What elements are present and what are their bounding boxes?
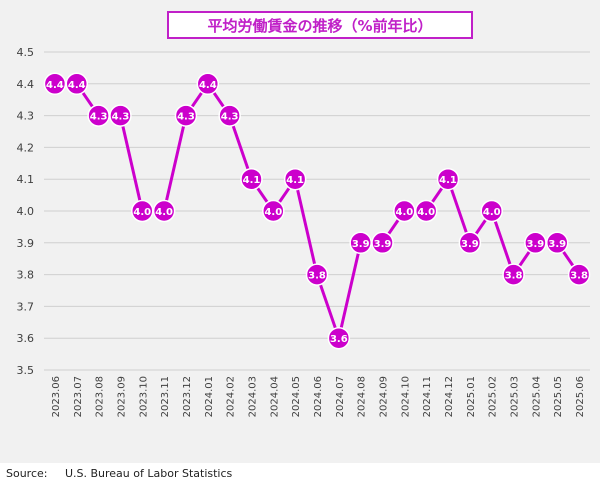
data-point bbox=[218, 104, 241, 127]
x-tick-label: 2023.08 bbox=[95, 376, 106, 417]
data-label: 3.9 bbox=[461, 239, 479, 250]
data-label: 4.1 bbox=[243, 175, 261, 186]
x-tick-label: 2025.01 bbox=[466, 376, 477, 417]
x-tick-label: 2024.12 bbox=[444, 376, 455, 417]
x-tick-label: 2024.02 bbox=[226, 376, 237, 417]
data-label: 3.8 bbox=[308, 271, 326, 282]
line-chart: 3.5 3.6 3.7 3.8 3.9 4.0 4.1 4.2 4.3 4.4 4.5 2023.06… bbox=[17, 46, 591, 417]
data-label: 4.0 bbox=[417, 207, 435, 218]
data-point bbox=[305, 263, 329, 286]
data-point bbox=[240, 167, 263, 191]
y-tick-label: 4.2 bbox=[17, 141, 35, 154]
x-tick-label: 2024.04 bbox=[269, 376, 280, 417]
y-tick-label: 3.7 bbox=[17, 300, 35, 313]
x-tick-label: 2024.08 bbox=[357, 376, 368, 417]
data-point bbox=[414, 199, 438, 223]
x-tick-label: 2024.11 bbox=[422, 376, 433, 417]
x-tick-label: 2025.05 bbox=[553, 376, 564, 417]
x-tick-label: 2023.12 bbox=[182, 376, 193, 417]
x-tick-label: 2023.07 bbox=[73, 376, 84, 417]
y-tick-label: 3.5 bbox=[17, 364, 35, 377]
y-tick-label: 3.6 bbox=[17, 332, 35, 345]
x-tick-label: 2024.01 bbox=[204, 376, 215, 417]
data-point bbox=[545, 231, 569, 255]
data-point bbox=[480, 199, 503, 223]
data-label: 3.6 bbox=[330, 334, 348, 345]
data-point bbox=[567, 263, 591, 286]
x-tick-label: 2024.10 bbox=[400, 376, 411, 417]
x-tick-label: 2025.03 bbox=[510, 376, 521, 417]
data-label: 4.0 bbox=[483, 207, 501, 218]
x-tick-label: 2023.11 bbox=[160, 376, 171, 417]
x-tick-label: 2025.02 bbox=[488, 376, 499, 417]
y-tick-label: 3.9 bbox=[17, 237, 35, 250]
x-tick-label: 2024.07 bbox=[335, 376, 346, 417]
data-point bbox=[436, 167, 460, 191]
data-label: 4.0 bbox=[396, 207, 414, 218]
y-tick-label: 4.1 bbox=[17, 173, 35, 186]
data-label: 3.8 bbox=[570, 271, 588, 282]
data-label: 4.3 bbox=[177, 112, 195, 123]
source-note: Source: U.S. Bureau of Labor Statistics bbox=[6, 467, 233, 480]
data-point bbox=[174, 104, 198, 127]
data-label: 3.9 bbox=[374, 239, 392, 250]
data-point bbox=[283, 167, 307, 191]
x-tick-label: 2023.09 bbox=[116, 376, 127, 417]
data-point bbox=[458, 231, 482, 255]
data-point bbox=[109, 104, 132, 127]
data-label: 4.4 bbox=[199, 80, 217, 91]
x-tick-label: 2025.04 bbox=[531, 376, 542, 417]
data-point bbox=[196, 72, 220, 96]
data-label: 4.1 bbox=[439, 175, 457, 186]
data-label: 4.3 bbox=[221, 112, 239, 123]
data-label: 3.9 bbox=[548, 239, 566, 250]
x-tick-label: 2025.06 bbox=[575, 376, 586, 417]
y-tick-label: 3.8 bbox=[17, 269, 35, 282]
data-point bbox=[87, 104, 110, 127]
data-point bbox=[131, 199, 154, 223]
data-label: 4.0 bbox=[155, 207, 173, 218]
data-point bbox=[65, 72, 89, 96]
chart-title: 平均労働賃金の推移（%前年比） bbox=[207, 16, 433, 35]
data-point bbox=[152, 199, 176, 223]
data-label: 4.3 bbox=[90, 112, 108, 123]
data-label: 4.0 bbox=[133, 207, 151, 218]
data-label: 3.9 bbox=[352, 239, 370, 250]
data-label: 3.9 bbox=[527, 239, 545, 250]
data-label: 3.8 bbox=[505, 271, 523, 282]
data-point bbox=[327, 326, 351, 350]
y-tick-label: 4.0 bbox=[17, 205, 35, 218]
x-tick-label: 2024.03 bbox=[247, 376, 258, 417]
data-point bbox=[349, 231, 372, 255]
y-tick-label: 4.4 bbox=[17, 78, 35, 91]
data-label: 4.1 bbox=[286, 175, 304, 186]
plot-area: 3.5 3.6 3.7 3.8 3.9 4.0 4.1 4.2 4.3 4.4 4.5 2023.06… bbox=[0, 0, 600, 463]
x-tick-label: 2023.06 bbox=[51, 376, 62, 417]
data-label: 4.0 bbox=[264, 207, 282, 218]
chart-title-box: 平均労働賃金の推移（%前年比） bbox=[167, 11, 473, 39]
y-tick-label: 4.3 bbox=[17, 110, 35, 123]
data-point bbox=[393, 199, 416, 223]
data-label: 4.4 bbox=[46, 80, 64, 91]
x-tick-label: 2024.05 bbox=[291, 376, 302, 417]
data-label: 4.4 bbox=[68, 80, 86, 91]
data-point bbox=[262, 199, 285, 223]
x-tick-label: 2023.10 bbox=[138, 376, 149, 417]
data-point bbox=[524, 231, 547, 255]
data-point bbox=[502, 263, 525, 286]
data-point bbox=[371, 231, 394, 255]
data-point bbox=[43, 72, 67, 96]
data-label: 4.3 bbox=[112, 112, 130, 123]
y-tick-label: 4.5 bbox=[17, 46, 35, 59]
x-tick-label: 2024.06 bbox=[313, 376, 324, 417]
x-tick-label: 2024.09 bbox=[379, 376, 390, 417]
